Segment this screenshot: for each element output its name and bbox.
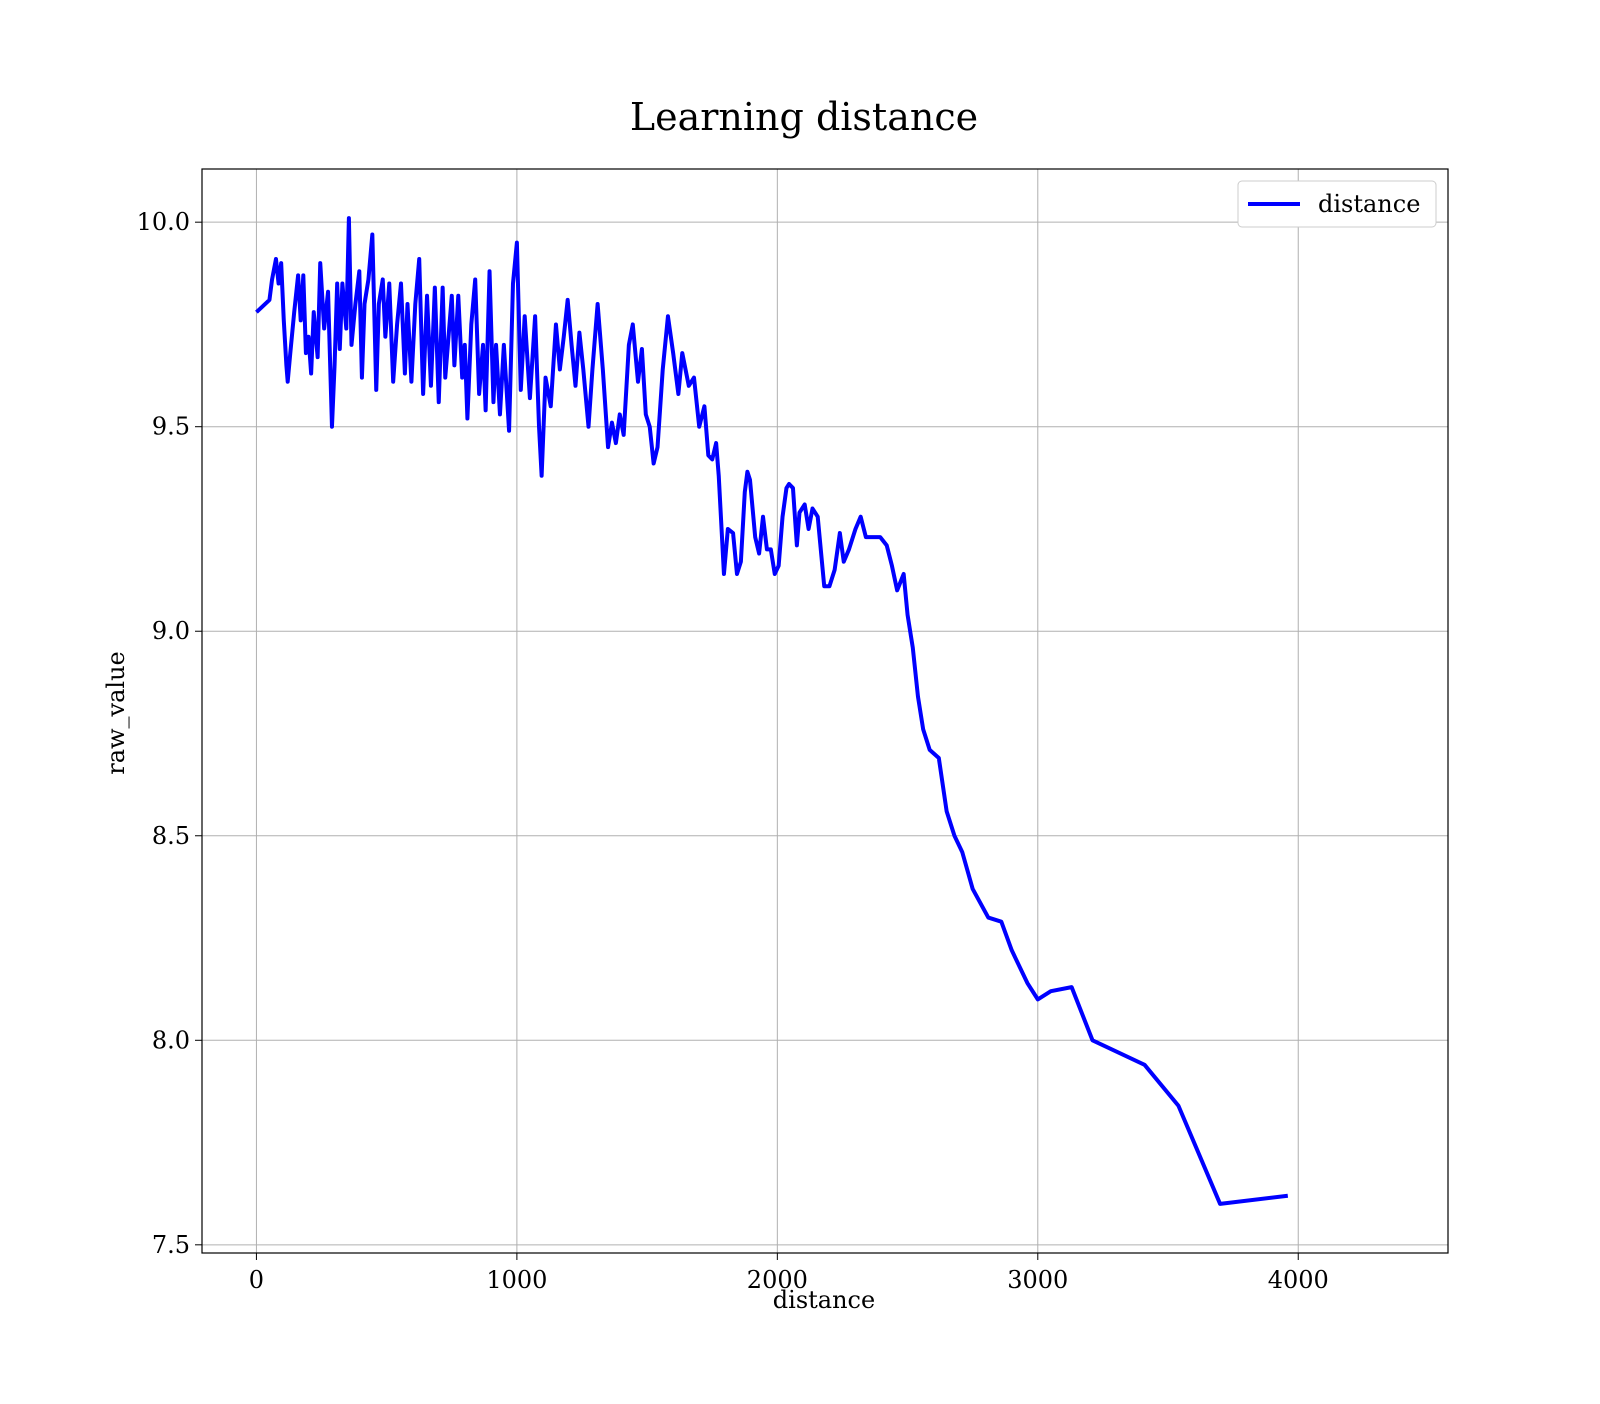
y-tick-label: 8.0 [152,1026,190,1054]
x-tick-label: 4000 [1268,1266,1329,1294]
legend-box [1237,180,1437,228]
chart-title: Learning distance [630,95,978,139]
y-tick-label: 10.0 [137,208,190,236]
x-tick-label: 1000 [486,1266,547,1294]
x-tick-label: 3000 [1007,1266,1068,1294]
x-tick-label: 0 [249,1266,264,1294]
x-tick-label: 2000 [747,1266,808,1294]
y-tick-label: 9.0 [152,617,190,645]
y-tick-label: 9.5 [152,413,190,441]
plot-frame [201,168,1449,1254]
y-tick-label: 7.5 [152,1231,190,1259]
y-tick-label: 8.5 [152,822,190,850]
legend-label: distance [1318,190,1420,218]
y-axis-label: raw_value [102,651,130,775]
data-line [255,216,1289,1206]
x-axis-label: distance [773,1286,875,1314]
